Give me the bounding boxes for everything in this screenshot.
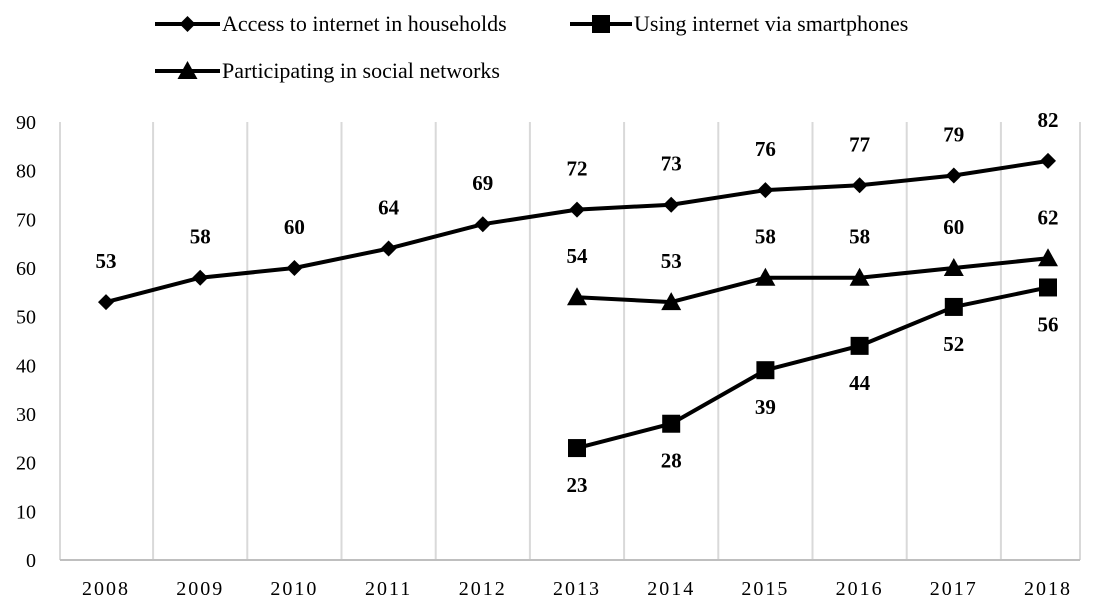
triangle-marker [661, 292, 682, 311]
diamond-marker [851, 177, 868, 194]
data-label: 54 [567, 244, 589, 268]
data-label: 53 [661, 249, 682, 273]
data-label: 60 [943, 215, 964, 239]
data-label: 60 [284, 215, 305, 239]
data-label: 72 [567, 157, 588, 181]
y-tick-label: 60 [16, 258, 36, 280]
square-marker [662, 414, 681, 433]
triangle-marker [567, 287, 587, 306]
data-label: 53 [96, 249, 117, 273]
square-marker [568, 439, 586, 458]
data-label: 73 [661, 152, 682, 176]
vertical-gridlines [59, 122, 1081, 561]
triangle-marker [755, 267, 776, 286]
legend-diamond-icon [179, 16, 196, 32]
legend-triangle-icon [177, 61, 198, 79]
y-tick-label: 20 [16, 453, 36, 475]
x-tick-label: 2017 [930, 578, 978, 600]
diamond-marker [286, 260, 303, 276]
square-marker [756, 361, 775, 380]
x-tick-label: 2018 [1024, 578, 1072, 600]
y-tick-label: 10 [16, 501, 36, 523]
y-axis: 0 10 20 30 40 50 60 70 80 90 [16, 112, 36, 572]
data-label: 39 [755, 395, 776, 419]
data-label: 52 [943, 332, 964, 356]
legend-square-icon [592, 15, 610, 33]
x-tick-label: 2008 [82, 578, 130, 600]
data-label: 62 [1038, 205, 1059, 229]
triangle-marker [943, 258, 964, 276]
x-tick-label: 2012 [459, 578, 507, 600]
data-label: 58 [849, 225, 870, 249]
data-label: 82 [1038, 108, 1059, 132]
data-label: 28 [661, 449, 682, 473]
series-group [98, 152, 1058, 458]
y-tick-label: 0 [26, 550, 36, 572]
series-line-square [576, 285, 1049, 451]
triangle-marker [1038, 248, 1058, 267]
triangle-marker [849, 267, 870, 286]
diamond-marker [380, 240, 397, 257]
data-labels: 53 58 60 64 69 72 73 76 77 79 82 23 28 39 44 52 56 54 53 58… [96, 108, 1059, 497]
data-label: 44 [849, 371, 871, 395]
data-label: 69 [472, 171, 493, 195]
square-marker [850, 336, 869, 355]
x-tick-label: 2013 [553, 578, 601, 600]
diamond-marker [945, 167, 962, 184]
data-label: 58 [755, 225, 776, 249]
y-tick-label: 40 [16, 355, 36, 377]
data-label: 76 [755, 137, 776, 161]
data-label: 56 [1038, 312, 1059, 336]
y-tick-label: 50 [16, 307, 36, 329]
x-tick-label: 2014 [647, 578, 695, 600]
data-label: 64 [378, 196, 400, 220]
data-label: 79 [943, 123, 964, 147]
diamond-marker [98, 294, 114, 311]
diamond-marker [192, 269, 209, 286]
series-line-triangle [576, 256, 1049, 305]
y-tick-label: 80 [16, 161, 36, 183]
x-tick-label: 2016 [836, 578, 884, 600]
x-tick-label: 2011 [365, 578, 412, 600]
legend-label: Using internet via smartphones [634, 11, 908, 36]
square-marker [944, 297, 963, 316]
legend: Access to internet in households Using in… [155, 11, 908, 83]
data-label: 58 [190, 225, 211, 249]
legend-label: Access to internet in households [222, 11, 507, 36]
legend-label: Participating in social networks [222, 58, 500, 83]
y-tick-label: 90 [16, 112, 36, 134]
x-axis: 2008 2009 2010 2011 2012 2013 2014 2015 2016 2017… [82, 578, 1072, 600]
diamond-marker [757, 182, 774, 199]
data-label: 77 [849, 132, 870, 156]
x-tick-label: 2015 [741, 578, 789, 600]
diamond-marker [663, 196, 680, 213]
diamond-marker [1040, 152, 1056, 169]
diamond-marker [474, 216, 491, 233]
x-tick-label: 2010 [270, 578, 318, 600]
diamond-marker [569, 201, 585, 218]
y-tick-label: 70 [16, 209, 36, 231]
data-label: 23 [567, 473, 588, 497]
y-tick-label: 30 [16, 404, 36, 426]
square-marker [1039, 278, 1057, 297]
x-tick-label: 2009 [176, 578, 224, 600]
